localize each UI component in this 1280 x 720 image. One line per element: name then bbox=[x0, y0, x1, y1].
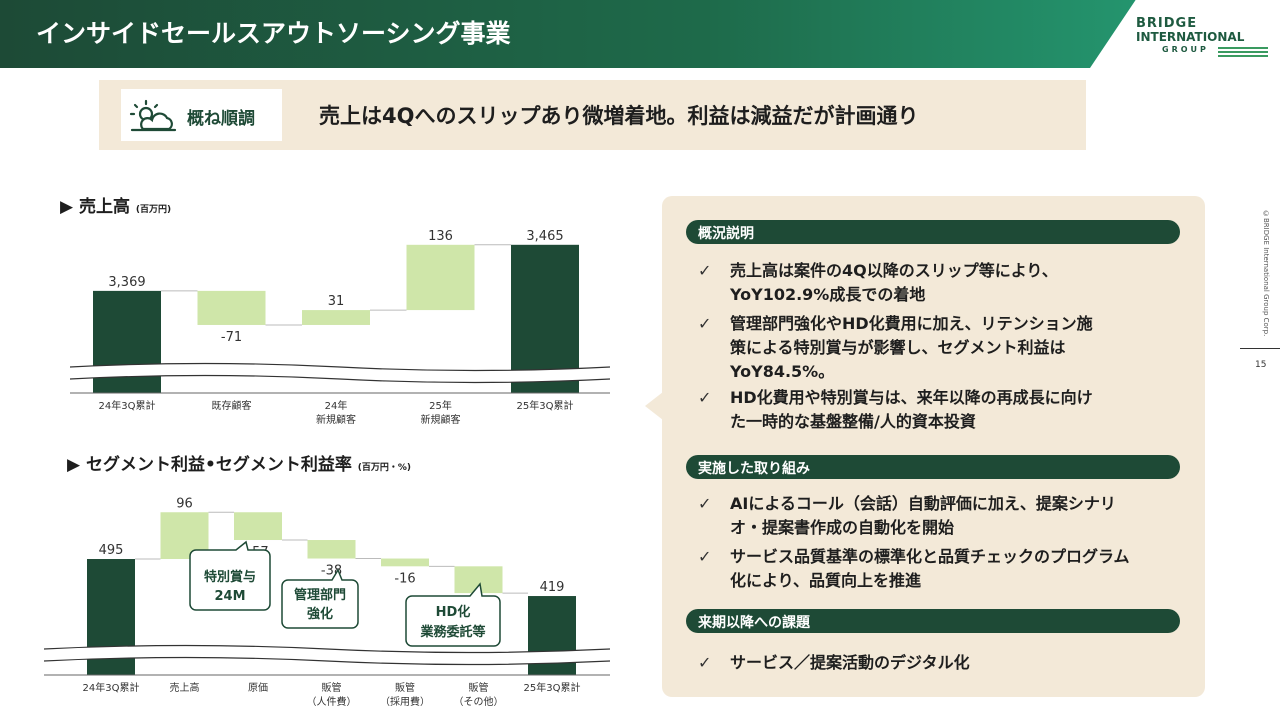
page-number-rule bbox=[1240, 348, 1280, 349]
callout-hd-line2: 業務委託等 bbox=[419, 624, 485, 640]
overview-bullet-3: ✓ HD化費用や特別賞与は、来年以降の再成長に向け た一時的な基盤整備/人的資本… bbox=[698, 388, 1093, 431]
axis-break-band bbox=[44, 645, 610, 665]
callout-bonus-line1: 特別賞与 bbox=[204, 569, 256, 585]
x-tick-label: （採用費） bbox=[380, 695, 430, 708]
page-title: インサイドセールスアウトソーシング事業 bbox=[36, 19, 511, 48]
segment-title-text: セグメント利益•セグメント利益率 bbox=[86, 455, 352, 475]
data-label: 3,369 bbox=[108, 275, 145, 290]
axis-break-line bbox=[70, 374, 610, 384]
data-label: 31 bbox=[328, 294, 345, 309]
callouts-layer: 特別賞与 24M 管理部門 強化 HD化 業務委託等 bbox=[189, 540, 501, 647]
x-tick-label: 新規顧客 bbox=[421, 413, 461, 426]
actions-bullet-2: ✓ サービス品質基準の標準化と品質チェックのプログラム 化により、品質向上を推進 bbox=[698, 547, 1130, 590]
panel-pointer bbox=[645, 392, 663, 420]
overview-bullet-2: ✓ 管理部門強化やHD化費用に加え、リテンション施 策による特別賞与が影響し、セ… bbox=[698, 314, 1093, 381]
x-tick-label: 24年3Q累計 bbox=[99, 399, 156, 412]
data-label: 96 bbox=[176, 496, 193, 511]
bar bbox=[307, 540, 356, 559]
copyright-text: ©BRIDGE International Group Corp. bbox=[1262, 210, 1270, 337]
axis-break-line bbox=[44, 644, 610, 654]
company-logo: BRIDGE INTERNATIONAL GROUP bbox=[1090, 0, 1280, 68]
status-badge: 概ね順調 bbox=[121, 89, 282, 141]
bar bbox=[234, 512, 282, 541]
callout-mgmt-line1: 管理部門 bbox=[294, 587, 346, 603]
x-tick-label: （人件費） bbox=[307, 695, 357, 708]
axis-break-line bbox=[44, 656, 610, 666]
bar bbox=[197, 290, 266, 325]
callout-bonus-bubble bbox=[189, 540, 271, 611]
x-tick-label: 販管 bbox=[322, 681, 342, 694]
data-label: -71 bbox=[221, 330, 242, 345]
callout-mgmt-bubble bbox=[281, 568, 359, 629]
x-tick-label: 新規顧客 bbox=[316, 413, 356, 426]
axis-break-line bbox=[70, 362, 610, 372]
triangle-marker-icon: ▶ bbox=[67, 455, 81, 475]
issues-bullet-1: ✓ サービス／提案活動のデジタル化 bbox=[698, 651, 970, 675]
overview-bullet-1: ✓ 売上高は案件の4Q以降のスリップ等により、 YoY102.9%成長での着地 bbox=[698, 261, 1058, 304]
callout-hd-line1: HD化 bbox=[436, 604, 471, 620]
data-label: -16 bbox=[394, 571, 415, 586]
logo-text-bridge: BRIDGE bbox=[1136, 16, 1198, 31]
check-icon: ✓ bbox=[698, 547, 712, 566]
logo-stripes bbox=[1218, 47, 1268, 61]
bar bbox=[406, 244, 475, 311]
callout-mgmt-line2: 強化 bbox=[307, 606, 333, 622]
x-tick-label: 25年 bbox=[429, 399, 452, 412]
check-icon: ✓ bbox=[698, 494, 712, 513]
x-tick-label: 販管 bbox=[469, 681, 489, 694]
page-number: 15 bbox=[1255, 360, 1267, 370]
logo-text-group: GROUP bbox=[1162, 45, 1209, 54]
segment-profit-waterfall-chart: 49596-57-38-16-5541924年3Q累計売上高原価販管（人件費）販… bbox=[44, 496, 610, 708]
data-label: 495 bbox=[99, 543, 124, 558]
x-tick-label: 24年3Q累計 bbox=[83, 681, 140, 694]
issues-heading: 来期以降への課題 bbox=[686, 609, 1180, 633]
x-tick-label: 25年3Q累計 bbox=[524, 681, 581, 694]
logo-text-international: INTERNATIONAL bbox=[1136, 30, 1245, 44]
status-badge-label: 概ね順調 bbox=[187, 109, 255, 129]
bar bbox=[381, 558, 429, 567]
summary-text: 売上は4Qへのスリップあり微増着地。利益は減益だが計画通り bbox=[319, 104, 919, 128]
summary-banner: 概ね順調 売上は4Qへのスリップあり微増着地。利益は減益だが計画通り bbox=[99, 80, 1086, 150]
data-label: 136 bbox=[428, 229, 453, 244]
sales-section-title: ▶ 売上高 (百万円) bbox=[60, 192, 171, 217]
x-tick-label: 24年 bbox=[325, 399, 348, 412]
overview-heading: 概況説明 bbox=[686, 220, 1180, 244]
axis-break-band bbox=[70, 363, 610, 383]
x-tick-label: 売上高 bbox=[170, 681, 200, 694]
sun-cloud-icon bbox=[129, 99, 177, 132]
check-icon: ✓ bbox=[698, 314, 712, 333]
callout-hd-bubble bbox=[405, 582, 501, 647]
segment-section-title: ▶ セグメント利益•セグメント利益率 (百万円・%) bbox=[67, 450, 411, 475]
page-header: インサイドセールスアウトソーシング事業 bbox=[0, 0, 1280, 68]
segment-unit: (百万円・%) bbox=[357, 463, 412, 473]
actions-bullet-1: ✓ AIによるコール（会話）自動評価に加え、提案シナリ オ・提案書作成の自動化を… bbox=[698, 494, 1116, 537]
bar bbox=[302, 310, 370, 325]
x-tick-label: 25年3Q累計 bbox=[517, 399, 574, 412]
x-tick-label: 既存顧客 bbox=[212, 399, 252, 412]
check-icon: ✓ bbox=[698, 388, 712, 407]
sales-title-text: 売上高 bbox=[79, 197, 130, 217]
callout-bonus-line2: 24M bbox=[214, 589, 245, 604]
triangle-marker-icon: ▶ bbox=[60, 197, 74, 217]
data-label: 3,465 bbox=[526, 229, 563, 244]
check-icon: ✓ bbox=[698, 261, 712, 280]
x-tick-label: 販管 bbox=[395, 681, 415, 694]
x-tick-label: 原価 bbox=[248, 681, 268, 694]
x-tick-label: （その他） bbox=[454, 695, 504, 708]
data-label: 419 bbox=[540, 580, 565, 595]
check-icon: ✓ bbox=[698, 653, 712, 672]
sales-unit: (百万円) bbox=[135, 205, 172, 215]
actions-heading: 実施した取り組み bbox=[686, 455, 1180, 479]
